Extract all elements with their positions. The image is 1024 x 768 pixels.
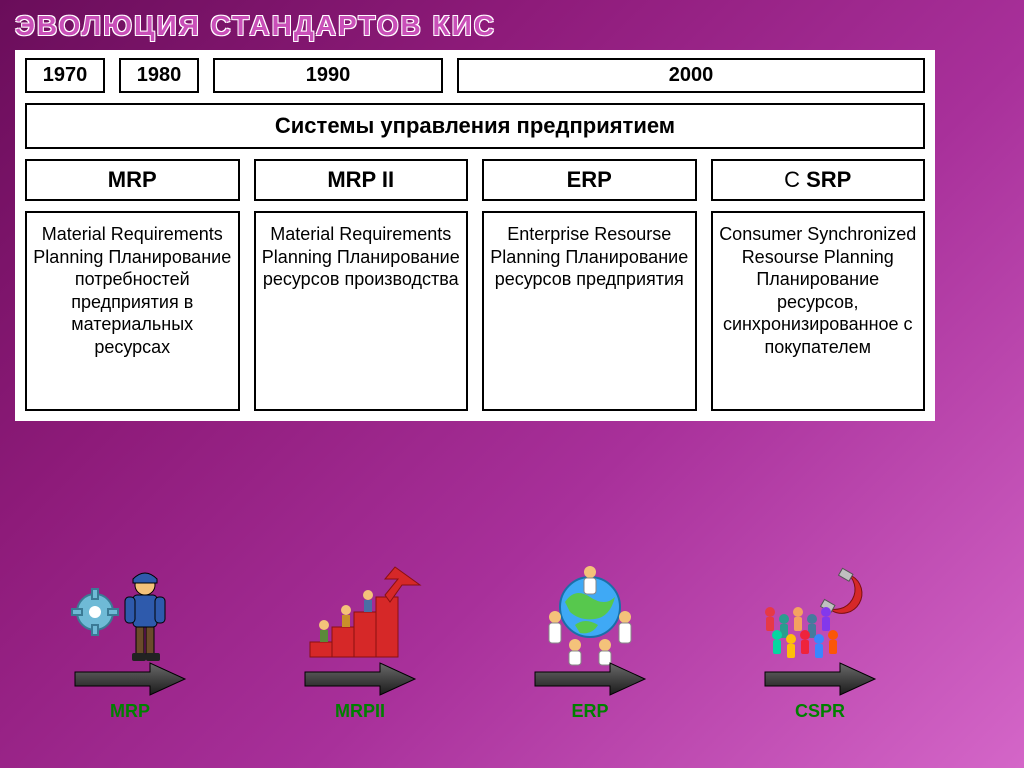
icon-col-mrp2: MRPII bbox=[245, 552, 475, 722]
magnet-crowd-icon bbox=[750, 557, 890, 667]
icon-col-mrp: MRP bbox=[15, 552, 245, 722]
abbr-mrp: MRP bbox=[25, 159, 240, 201]
label-mrp2: MRPII bbox=[335, 701, 385, 722]
label-cspr: CSPR bbox=[795, 701, 845, 722]
worker-gear-icon bbox=[60, 557, 200, 667]
year-1980: 1980 bbox=[119, 58, 199, 93]
arrow-icon bbox=[300, 659, 420, 699]
arrow-icon bbox=[760, 659, 880, 699]
globe-people-icon bbox=[520, 557, 660, 667]
abbr-csrp-prefix: С bbox=[784, 167, 800, 192]
diagram-content: 1970 1980 1990 2000 Системы управления п… bbox=[15, 50, 935, 421]
desc-row: Material Requirements Planning Планирова… bbox=[25, 211, 925, 411]
year-1990: 1990 bbox=[213, 58, 443, 93]
label-mrp: MRP bbox=[110, 701, 150, 722]
slide-title: ЭВОЛЮЦИЯ СТАНДАРТОВ КИС bbox=[15, 10, 496, 42]
abbr-csrp: С SRP bbox=[711, 159, 926, 201]
year-2000: 2000 bbox=[457, 58, 925, 93]
abbr-erp: ERP bbox=[482, 159, 697, 201]
desc-mrp2: Material Requirements Planning Планирова… bbox=[254, 211, 469, 411]
banner-text: Системы управления предприятием bbox=[25, 103, 925, 149]
banner-row: Системы управления предприятием bbox=[25, 103, 925, 149]
abbr-mrp2: MRP II bbox=[254, 159, 469, 201]
abbr-csrp-main: SRP bbox=[806, 167, 851, 192]
years-row: 1970 1980 1990 2000 bbox=[25, 58, 925, 93]
abbr-row: MRP MRP II ERP С SRP bbox=[25, 159, 925, 201]
desc-csrp: Consumer Synchronized Resourse Planning … bbox=[711, 211, 926, 411]
desc-mrp: Material Requirements Planning Планирова… bbox=[25, 211, 240, 411]
stairs-growth-icon bbox=[290, 557, 430, 667]
year-1970: 1970 bbox=[25, 58, 105, 93]
icon-col-cspr: CSPR bbox=[705, 552, 935, 722]
arrow-icon bbox=[530, 659, 650, 699]
desc-erp: Enterprise Resourse Planning Планировани… bbox=[482, 211, 697, 411]
label-erp: ERP bbox=[571, 701, 608, 722]
icons-row: MRP MRPII bbox=[15, 552, 935, 722]
arrow-icon bbox=[70, 659, 190, 699]
icon-col-erp: ERP bbox=[475, 552, 705, 722]
